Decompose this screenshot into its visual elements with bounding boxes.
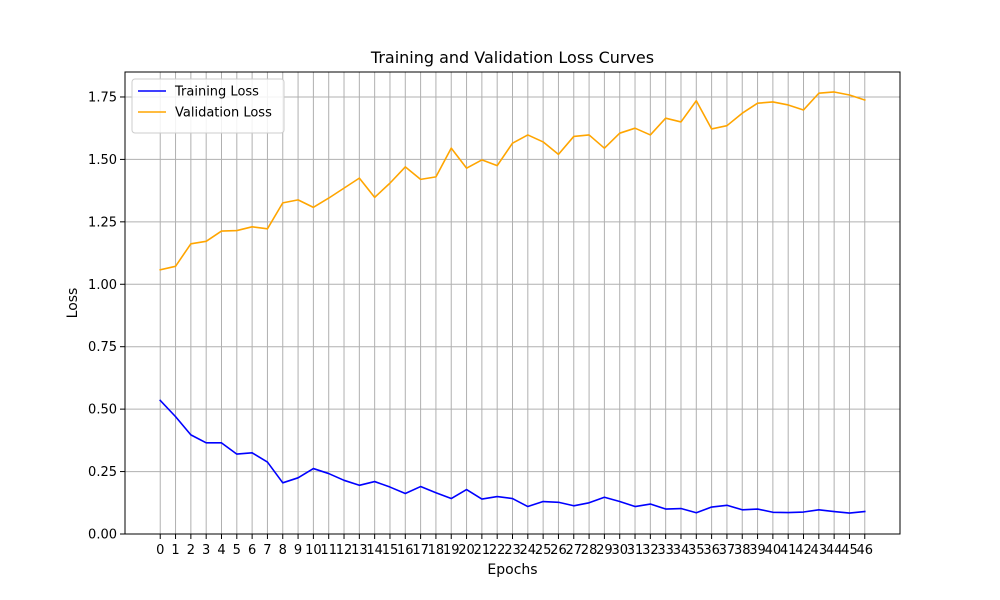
x-tick-label: 44 [826, 543, 843, 558]
y-tick-label: 0.25 [88, 465, 117, 480]
x-tick-label: 11 [320, 543, 337, 558]
x-tick-label: 39 [749, 543, 766, 558]
x-tick-label: 23 [504, 543, 521, 558]
legend-box [131, 78, 285, 134]
x-axis-label: Epochs [487, 562, 537, 578]
x-tick-label: 3 [202, 543, 210, 558]
y-tick-label: 0.50 [88, 403, 117, 418]
x-tick-label: 22 [489, 543, 506, 558]
x-tick-label: 29 [596, 543, 613, 558]
x-tick-label: 17 [412, 543, 429, 558]
legend: Training Loss Validation Loss [131, 78, 285, 134]
x-tick-label: 43 [811, 543, 828, 558]
x-tick-label: 28 [581, 543, 598, 558]
x-tick-label: 12 [336, 543, 353, 558]
x-tick-label: 10 [305, 543, 322, 558]
series-lines [159, 91, 866, 514]
x-tick-label: 42 [795, 543, 812, 558]
x-tick-label: 40 [765, 543, 782, 558]
x-tick-label: 33 [657, 543, 674, 558]
x-tick-label: 8 [279, 543, 287, 558]
x-tick-label: 46 [856, 543, 873, 558]
x-tick-label: 38 [734, 543, 751, 558]
x-tick-label: 18 [428, 543, 445, 558]
y-tick-label: 1.50 [88, 153, 117, 168]
chart-title: Training and Validation Loss Curves [370, 48, 654, 67]
x-tick-label: 16 [397, 543, 414, 558]
x-tick-label: 7 [263, 543, 271, 558]
series-line-0 [159, 399, 866, 514]
x-tick-label: 2 [187, 543, 195, 558]
y-tick-label: 1.25 [88, 215, 117, 230]
legend-label-1: Validation Loss [175, 106, 272, 121]
x-tick-label: 14 [366, 543, 383, 558]
x-tick-label: 9 [294, 543, 302, 558]
x-tick-label: 37 [719, 543, 736, 558]
x-tick-label: 20 [458, 543, 475, 558]
x-tick-label: 13 [351, 543, 368, 558]
y-tick-label: 0.75 [88, 340, 117, 355]
y-tick-label: 0.00 [88, 528, 117, 543]
x-tick-label: 31 [627, 543, 644, 558]
x-tick-label: 36 [703, 543, 720, 558]
axis-ticks: 0 1 2 3 4 5 6 7 8 9 101112131415161718192021222324… [88, 90, 873, 558]
x-tick-label: 24 [520, 543, 537, 558]
x-tick-label: 32 [642, 543, 659, 558]
x-tick-label: 1 [171, 543, 179, 558]
x-tick-label: 4 [217, 543, 225, 558]
x-tick-label: 27 [565, 543, 582, 558]
x-tick-label: 6 [248, 543, 256, 558]
x-tick-label: 26 [550, 543, 567, 558]
x-tick-label: 34 [673, 543, 690, 558]
legend-label-0: Training Loss [174, 85, 259, 100]
x-tick-label: 15 [382, 543, 399, 558]
x-tick-label: 21 [474, 543, 491, 558]
x-tick-label: 5 [233, 543, 241, 558]
x-tick-label: 35 [688, 543, 705, 558]
x-tick-label: 41 [780, 543, 797, 558]
y-tick-label: 1.75 [88, 90, 117, 105]
x-tick-label: 0 [156, 543, 164, 558]
x-tick-label: 25 [535, 543, 552, 558]
series-line-1 [159, 91, 866, 271]
y-tick-label: 1.00 [88, 278, 117, 293]
y-axis-label: Loss [65, 288, 81, 319]
x-tick-label: 19 [443, 543, 460, 558]
x-tick-label: 45 [841, 543, 858, 558]
x-tick-label: 30 [611, 543, 628, 558]
grid [125, 72, 900, 535]
